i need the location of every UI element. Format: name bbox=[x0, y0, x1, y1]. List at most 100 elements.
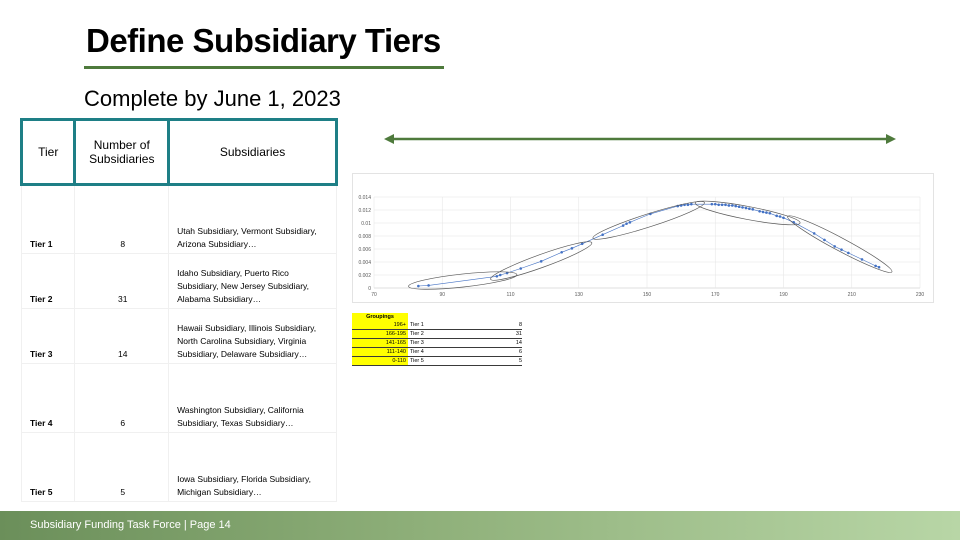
count-cell: 8 bbox=[74, 184, 170, 254]
data-point bbox=[686, 203, 690, 207]
data-point bbox=[495, 275, 499, 278]
data-point bbox=[860, 258, 864, 261]
table-header-row: Tier Number of Subsidiaries Subsidiaries bbox=[19, 118, 338, 186]
table-row: Tier 5 5 Iowa Subsidiary, Florida Subsid… bbox=[20, 432, 337, 502]
groupings-count: 6 bbox=[518, 349, 522, 355]
groupings-count: 14 bbox=[515, 340, 522, 346]
footer-text: Subsidiary Funding Task Force | Page 14 bbox=[30, 519, 231, 531]
data-point bbox=[621, 224, 625, 227]
data-point bbox=[570, 247, 574, 250]
y-tick-label: 0.01 bbox=[361, 221, 371, 227]
page-subtitle: Complete by June 1, 2023 bbox=[84, 86, 341, 111]
header-number: Number of Subsidiaries bbox=[73, 118, 171, 186]
data-point bbox=[775, 214, 778, 218]
trend-line bbox=[418, 203, 880, 287]
groupings-header: Groupings bbox=[352, 313, 522, 321]
cluster-ellipse bbox=[408, 271, 518, 290]
x-tick-label: 70 bbox=[371, 292, 377, 298]
x-tick-label: 90 bbox=[439, 292, 445, 298]
tier-cell: Tier 1 bbox=[20, 184, 76, 254]
tier-cell: Tier 3 bbox=[20, 308, 76, 364]
data-point bbox=[710, 202, 714, 206]
footer-bar: Subsidiary Funding Task Force | Page 14 bbox=[0, 511, 960, 540]
groupings-row: 141-165 Tier 3 14 bbox=[352, 339, 522, 348]
y-tick-label: 0.004 bbox=[358, 260, 371, 266]
data-point bbox=[727, 204, 731, 207]
groupings-tier: Tier 1 bbox=[410, 322, 424, 328]
x-tick-label: 210 bbox=[848, 292, 857, 298]
page-title: Define Subsidiary Tiers bbox=[86, 22, 441, 59]
data-point bbox=[498, 273, 502, 277]
data-point bbox=[761, 210, 765, 214]
header-subsidiaries: Subsidiaries bbox=[167, 118, 338, 186]
data-point bbox=[751, 208, 755, 211]
tier-cell: Tier 2 bbox=[20, 253, 76, 309]
groupings-range: 0-110 bbox=[352, 357, 408, 365]
double-arrow-icon bbox=[384, 134, 896, 144]
data-point bbox=[758, 210, 761, 213]
groupings-count: 5 bbox=[518, 358, 522, 364]
groupings-count: 31 bbox=[515, 331, 522, 337]
x-tick-label: 230 bbox=[916, 292, 925, 298]
y-tick-label: 0 bbox=[368, 286, 371, 292]
y-tick-label: 0.014 bbox=[358, 195, 371, 201]
table-row: Tier 4 6 Washington Subsidiary, Californ… bbox=[20, 363, 337, 433]
data-point bbox=[734, 204, 738, 208]
groupings-table: Groupings 196+ Tier 1 8 166-195 Tier 2 3… bbox=[352, 313, 522, 366]
groupings-range: 111-140 bbox=[352, 348, 408, 356]
data-point bbox=[560, 250, 563, 254]
table-row: Tier 3 14 Hawaii Subsidiary, Illinois Su… bbox=[20, 308, 337, 364]
data-point bbox=[417, 284, 420, 288]
cluster-ellipse bbox=[592, 201, 705, 240]
y-tick-label: 0.006 bbox=[358, 247, 371, 253]
data-point bbox=[519, 267, 523, 270]
data-point bbox=[833, 245, 836, 248]
data-point bbox=[731, 204, 734, 207]
groupings-range: 166-195 bbox=[352, 330, 408, 338]
y-tick-label: 0.002 bbox=[358, 273, 371, 279]
scatter-chart-frame: 0 0.002 0.004 0.006 0.008 0.01 0.012 0.014 70 90 1… bbox=[352, 173, 934, 303]
cluster-ellipse bbox=[490, 241, 593, 281]
data-point bbox=[737, 205, 741, 209]
data-point bbox=[724, 203, 727, 207]
subsidiaries-cell: Idaho Subsidiary, Puerto Rico Subsidiary… bbox=[168, 253, 337, 309]
data-point bbox=[812, 232, 816, 235]
tier-cell: Tier 5 bbox=[20, 432, 76, 502]
data-point bbox=[580, 242, 584, 246]
groupings-count: 8 bbox=[518, 322, 522, 328]
table-row: Tier 2 31 Idaho Subsidiary, Puerto Rico … bbox=[20, 253, 337, 309]
header-tier: Tier bbox=[19, 118, 77, 186]
subsidiaries-cell: Iowa Subsidiary, Florida Subsidiary, Mic… bbox=[168, 432, 337, 502]
tier-cell: Tier 4 bbox=[20, 363, 76, 433]
data-point bbox=[744, 206, 748, 210]
subsidiaries-cell: Washington Subsidiary, California Subsid… bbox=[168, 363, 337, 433]
subsidiaries-cell: Utah Subsidiary, Vermont Subsidiary, Ari… bbox=[168, 184, 337, 254]
x-tick-label: 110 bbox=[507, 292, 515, 298]
tiers-table: Tier Number of Subsidiaries Subsidiaries… bbox=[19, 118, 338, 502]
cluster-ellipse bbox=[694, 200, 801, 226]
groupings-tier: Tier 3 bbox=[410, 340, 424, 346]
groupings-row: 111-140 Tier 4 6 bbox=[352, 348, 522, 357]
data-point bbox=[840, 248, 843, 251]
y-tick-label: 0.012 bbox=[358, 208, 371, 214]
groupings-header-label: Groupings bbox=[352, 313, 408, 321]
data-point bbox=[741, 206, 744, 209]
title-underline bbox=[84, 66, 444, 69]
data-point bbox=[628, 221, 632, 224]
data-point bbox=[625, 222, 628, 225]
data-point bbox=[720, 203, 724, 207]
count-cell: 14 bbox=[74, 308, 170, 364]
groupings-tier: Tier 5 bbox=[410, 358, 424, 364]
groupings-range: 141-165 bbox=[352, 339, 408, 347]
x-tick-label: 150 bbox=[643, 292, 652, 298]
data-point bbox=[782, 216, 785, 220]
groupings-tier: Tier 4 bbox=[410, 349, 424, 355]
data-point bbox=[717, 203, 720, 207]
data-point bbox=[877, 265, 881, 269]
table-row: Tier 1 8 Utah Subsidiary, Vermont Subsid… bbox=[20, 184, 337, 254]
groupings-tier: Tier 2 bbox=[410, 331, 424, 337]
count-cell: 5 bbox=[74, 432, 170, 502]
cluster-ellipse bbox=[787, 215, 893, 273]
data-point bbox=[765, 211, 768, 214]
data-point bbox=[690, 202, 693, 206]
